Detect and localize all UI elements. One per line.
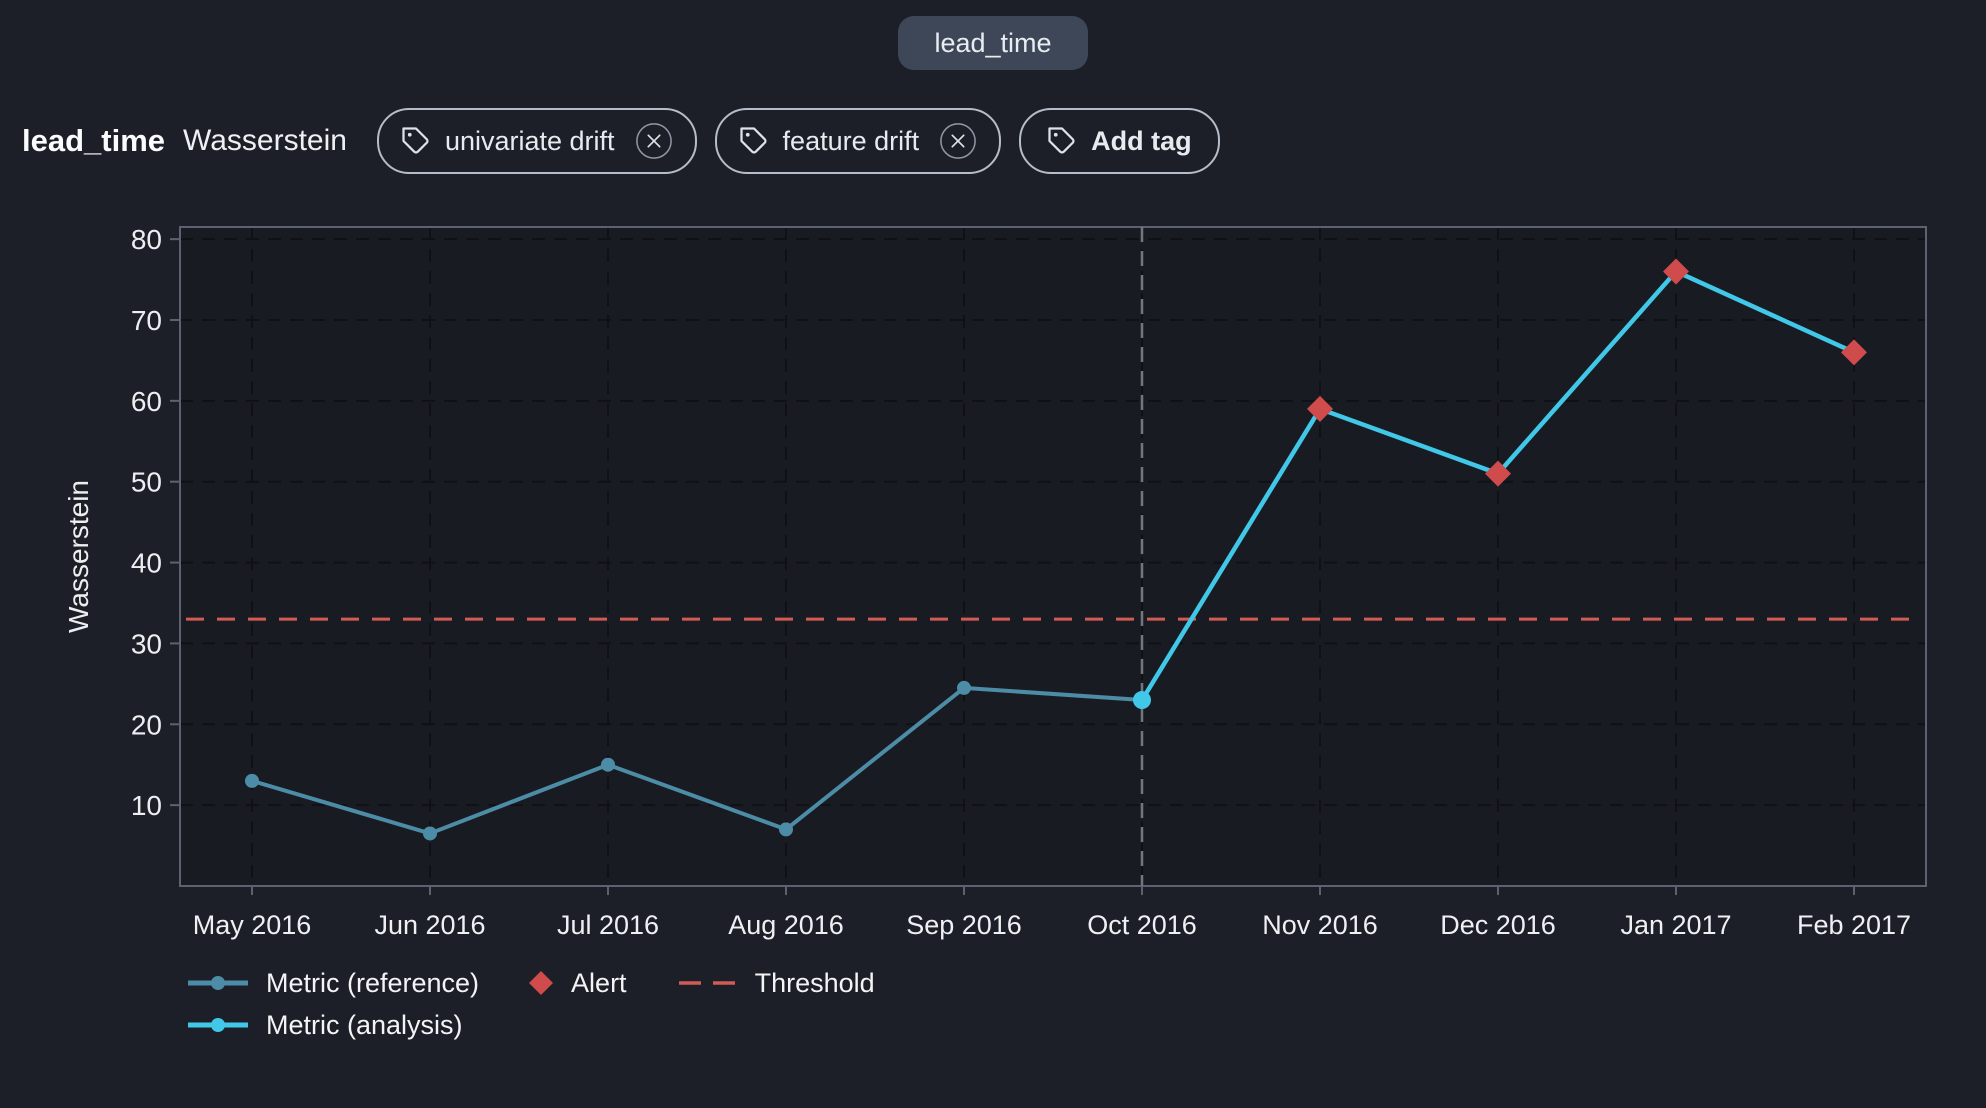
analysis-point (1133, 691, 1151, 710)
alert-marker (1841, 339, 1867, 366)
x-tick-label: Dec 2016 (1440, 910, 1556, 940)
legend-label: Metric (analysis) (266, 1009, 463, 1040)
tag-icon (739, 127, 767, 154)
add-tag-label: Add tag (1091, 125, 1192, 156)
tag-icon (1048, 127, 1075, 154)
legend-item-reference[interactable]: Metric (reference) (186, 968, 479, 999)
x-tick-label: Jul 2016 (557, 910, 659, 940)
alert-marker (1485, 460, 1511, 487)
x-tick-label: Jan 2017 (1620, 910, 1731, 940)
feature-pill[interactable]: lead_time (898, 16, 1088, 70)
reference-point (245, 773, 259, 788)
y-tick-label: 80 (131, 224, 162, 255)
alert-marker (1663, 258, 1689, 285)
chart-legend: Metric (reference) Alert Threshold Metri… (186, 962, 923, 1046)
legend-item-analysis[interactable]: Metric (analysis) (186, 1010, 463, 1041)
x-tick-label: Sep 2016 (906, 910, 1022, 940)
tag-label: univariate drift (444, 125, 615, 156)
remove-tag-icon[interactable] (635, 122, 673, 160)
reference-point (957, 680, 971, 695)
remove-tag-icon[interactable] (939, 122, 977, 160)
y-tick-label: 50 (131, 467, 162, 498)
reference-line-marker (188, 976, 248, 990)
plot-area (180, 227, 1926, 886)
drift-chart[interactable]: 10 20 30 40 50 60 70 80 May 2016 Jun 2016 Jul 2016… (0, 181, 1986, 1108)
x-tick-label: Feb 2017 (1797, 910, 1911, 940)
legend-label: Metric (reference) (266, 967, 480, 998)
reference-line (250, 685, 1144, 836)
x-tick-label: Jun 2016 (374, 910, 485, 940)
y-tick-label: 10 (131, 790, 162, 821)
legend-item-threshold[interactable]: Threshold (675, 968, 875, 999)
tag-icon (402, 127, 429, 154)
alert-diamond-marker (529, 971, 554, 995)
threshold-dash-marker (678, 981, 735, 985)
y-tick-label: 40 (131, 548, 162, 579)
add-tag-button[interactable]: Add tag (1019, 108, 1220, 174)
page-title: lead_time (22, 123, 166, 158)
x-tick-label: Aug 2016 (728, 910, 844, 940)
y-tick-label: 60 (131, 386, 162, 417)
tag-univariate-drift[interactable]: univariate drift (376, 108, 697, 174)
reference-point (779, 822, 793, 837)
reference-point (601, 757, 615, 772)
alert-marker (1307, 395, 1333, 422)
plot-border (179, 226, 1927, 887)
y-tick-label: 20 (131, 709, 162, 740)
legend-item-alert[interactable]: Alert (527, 968, 627, 999)
analysis-line-marker (188, 1018, 248, 1032)
metric-subtitle: Wasserstein (183, 124, 347, 157)
tag-label: feature drift (782, 125, 920, 156)
chart-header: lead_time Wasserstein univariate drift f… (0, 108, 1986, 174)
x-tick-label: Nov 2016 (1262, 910, 1378, 940)
legend-label: Threshold (754, 967, 875, 998)
reference-point (423, 826, 437, 841)
x-tick-label: May 2016 (193, 910, 312, 940)
y-tick-label: 30 (131, 628, 162, 659)
tag-feature-drift[interactable]: feature drift (714, 108, 1002, 174)
legend-label: Alert (571, 967, 627, 998)
y-axis-title: Wasserstein (63, 480, 94, 633)
y-tick-label: 70 (131, 305, 162, 336)
x-tick-label: Oct 2016 (1087, 910, 1197, 940)
